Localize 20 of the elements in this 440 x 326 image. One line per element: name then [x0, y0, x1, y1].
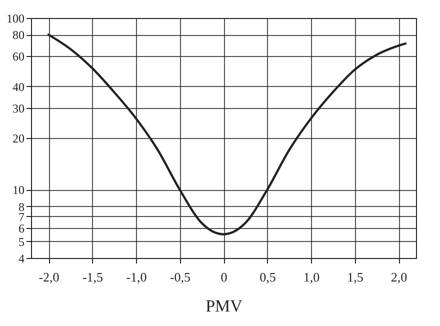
y-tick-label: 80 — [12, 28, 24, 42]
x-tick-label: 0 — [220, 270, 228, 284]
y-tick-label: 30 — [12, 101, 24, 116]
y-tick-label: 100 — [6, 12, 24, 26]
x-tick-label: 0,5 — [260, 270, 276, 284]
x-tick-label: -1,5 — [82, 270, 104, 284]
y-tick-label: 20 — [12, 132, 24, 146]
y-tick-label: 6 — [18, 221, 24, 236]
x-tick-label: 1,0 — [303, 270, 320, 284]
x-tick-label: 1,5 — [347, 270, 364, 284]
y-tick-label: 4 — [18, 252, 24, 266]
x-tick-label: -2,0 — [38, 270, 60, 284]
y-tick-label: 5 — [18, 234, 24, 249]
x-axis-title: PMV — [206, 296, 244, 316]
y-tick-label: 10 — [12, 183, 24, 198]
y-tick-label: 60 — [12, 50, 24, 64]
x-tick-label: 2,0 — [390, 270, 408, 284]
x-tick-label: -1,0 — [126, 270, 147, 284]
x-tick-label: -0,5 — [170, 270, 191, 284]
y-tick-label: 40 — [12, 80, 24, 94]
